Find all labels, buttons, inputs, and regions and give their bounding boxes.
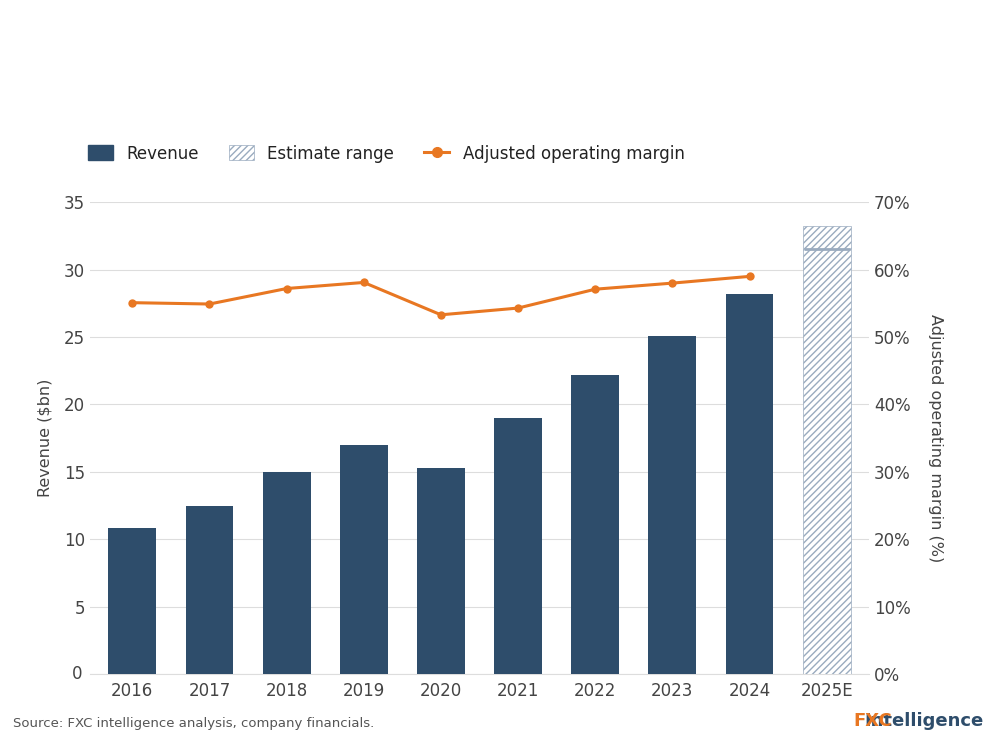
Bar — [186, 506, 234, 674]
Y-axis label: Adjusted operating margin (%): Adjusted operating margin (%) — [928, 314, 943, 562]
Bar — [571, 374, 619, 674]
Text: Source: FXC intelligence analysis, company financials.: Source: FXC intelligence analysis, compa… — [13, 718, 375, 730]
Bar — [803, 226, 850, 674]
Legend: Revenue, Estimate range, Adjusted operating margin: Revenue, Estimate range, Adjusted operat… — [88, 145, 684, 163]
Bar — [109, 529, 156, 674]
Y-axis label: Revenue ($bn): Revenue ($bn) — [38, 379, 53, 497]
Bar — [417, 468, 465, 674]
Text: FXC: FXC — [853, 712, 892, 730]
Text: 0: 0 — [72, 665, 82, 683]
Bar — [495, 418, 542, 674]
Text: Mastercard net revenue and adjusted operating margin, 2016-2024 and 2025E: Mastercard net revenue and adjusted oper… — [13, 87, 702, 105]
Text: Intelligence: Intelligence — [865, 712, 984, 730]
Bar — [263, 472, 311, 674]
Bar — [725, 294, 773, 674]
Bar — [340, 445, 388, 674]
Text: Mastercard revenues rise in 2024, projects low-teens rise in 2025: Mastercard revenues rise in 2024, projec… — [13, 31, 991, 58]
Bar — [648, 336, 696, 674]
